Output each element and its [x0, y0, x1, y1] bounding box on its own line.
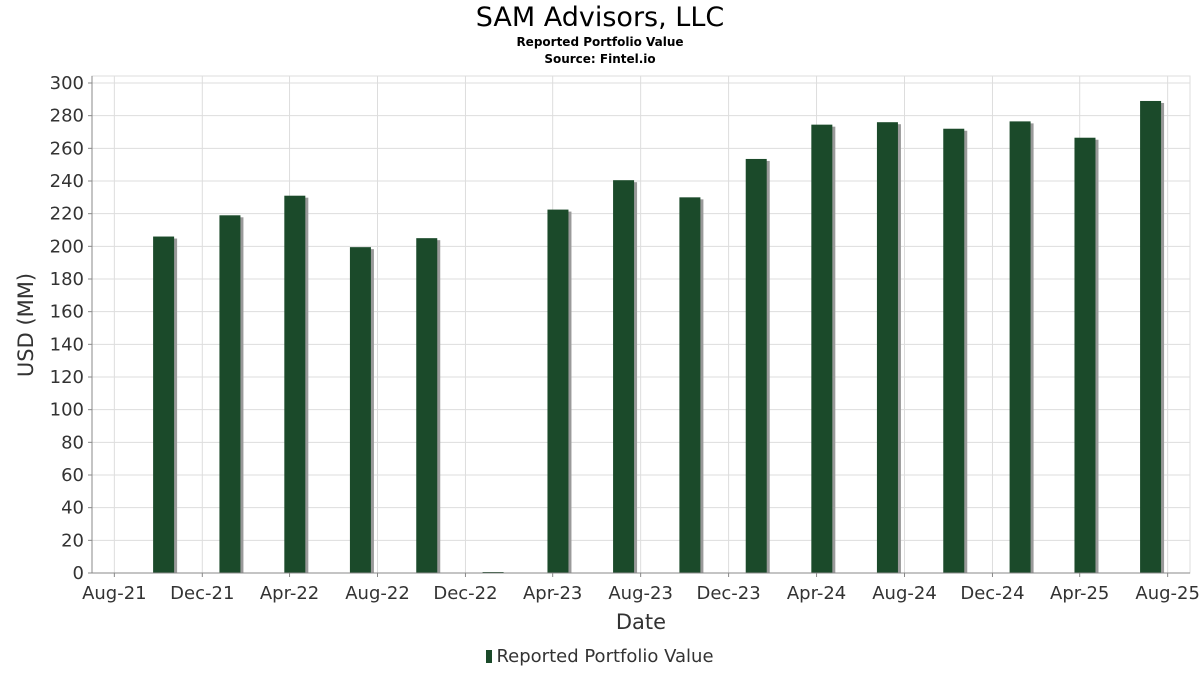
x-axis-title: Date — [616, 610, 666, 634]
bars — [153, 100, 1165, 574]
x-tick-label: Aug-21 — [82, 583, 147, 604]
x-tick-label: Dec-21 — [170, 583, 234, 604]
y-tick-label: 0 — [73, 563, 84, 584]
y-tick-label: 140 — [50, 334, 84, 355]
bar — [1140, 100, 1162, 573]
legend-label: Reported Portfolio Value — [496, 646, 714, 667]
x-tick-label: Aug-22 — [345, 583, 410, 604]
y-tick-label: 260 — [50, 138, 84, 159]
legend-swatch — [486, 650, 493, 663]
y-tick-label: 80 — [61, 432, 84, 453]
x-tick-label: Dec-23 — [696, 583, 760, 604]
grid-lines — [91, 75, 1191, 574]
x-tick-labels: Aug-21 Dec-21 Apr-22 Aug-22 Dec-22 Apr-23 Aug-… — [82, 583, 1200, 604]
bar — [416, 238, 438, 573]
bar — [219, 215, 241, 574]
bar — [284, 195, 306, 573]
y-tick-label: 240 — [50, 171, 84, 192]
y-tick-label: 100 — [50, 400, 84, 421]
x-tick-label: Apr-23 — [523, 583, 582, 604]
bar — [153, 236, 175, 574]
bar — [349, 247, 371, 573]
x-tick-label: Dec-24 — [960, 583, 1024, 604]
bar — [1009, 121, 1031, 573]
x-tick-label: Aug-23 — [608, 583, 673, 604]
bar — [943, 128, 965, 573]
y-tick-label: 280 — [50, 106, 84, 127]
axes — [88, 76, 1190, 577]
bar — [679, 197, 701, 574]
y-tick-label: 220 — [50, 204, 84, 225]
x-tick-label: Apr-22 — [260, 583, 319, 604]
y-tick-label: 300 — [50, 73, 84, 94]
y-tick-label: 120 — [50, 367, 84, 388]
y-tick-label: 60 — [61, 465, 84, 486]
y-tick-label: 20 — [61, 530, 84, 551]
bar — [811, 124, 833, 574]
y-tick-label: 180 — [50, 269, 84, 290]
x-tick-label: Apr-25 — [1050, 583, 1109, 604]
bar — [745, 158, 767, 573]
bar — [1074, 137, 1096, 573]
legend: Reported Portfolio Value — [0, 646, 1200, 667]
x-tick-label: Aug-24 — [872, 583, 937, 604]
x-tick-label: Aug-25 — [1135, 583, 1200, 604]
y-tick-label: 160 — [50, 302, 84, 323]
bar — [547, 209, 569, 574]
chart-title: SAM Advisors, LLC — [475, 2, 725, 33]
x-tick-label: Apr-24 — [787, 583, 846, 604]
chart-subtitle: Reported Portfolio Value — [516, 35, 684, 49]
chart-source: Source: Fintel.io — [544, 52, 656, 66]
bar — [613, 180, 635, 573]
y-axis-title: USD (MM) — [14, 273, 38, 377]
x-tick-label: Dec-22 — [433, 583, 497, 604]
y-tick-labels: 0 20 40 60 80 100 120 140 160 180 200 220 240 260 280 3… — [50, 73, 84, 584]
y-tick-label: 40 — [61, 498, 84, 519]
y-tick-label: 200 — [50, 236, 84, 257]
bar — [876, 122, 898, 573]
